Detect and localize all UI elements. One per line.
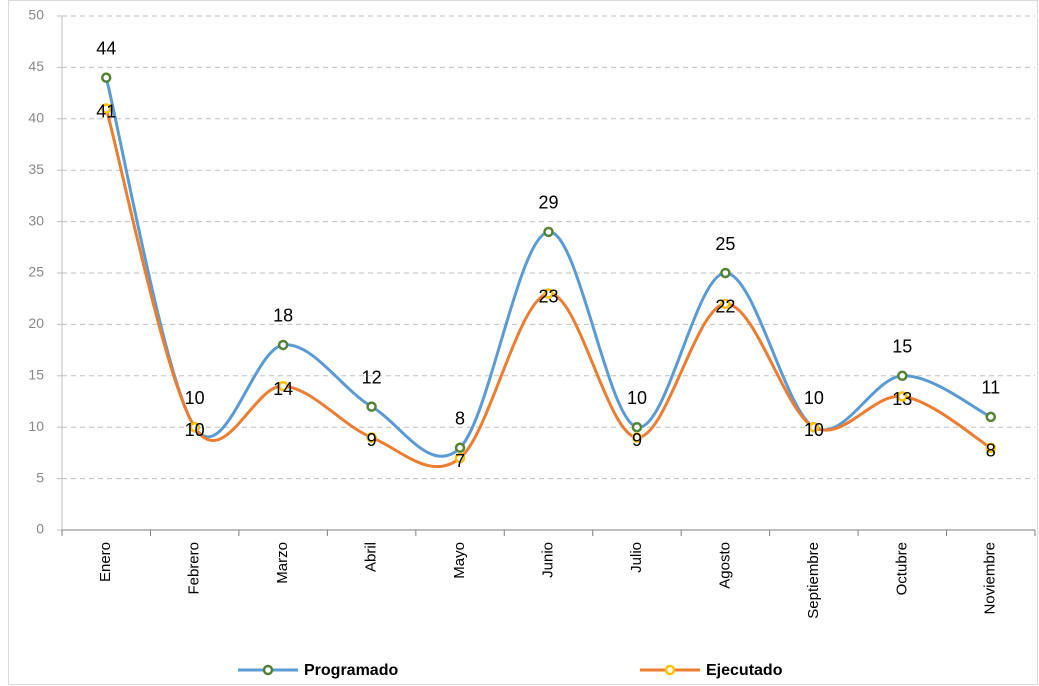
data-label: 9 bbox=[367, 430, 377, 450]
point-marker bbox=[897, 370, 908, 382]
point-marker bbox=[100, 72, 112, 83]
y-tick-label: 45 bbox=[28, 58, 44, 74]
x-tick-label: Mayo bbox=[451, 542, 468, 579]
x-tick-label: Abril bbox=[363, 542, 380, 572]
y-tick-label: 40 bbox=[28, 110, 44, 126]
x-tick-label: Agosto bbox=[716, 542, 733, 589]
point-marker bbox=[454, 442, 466, 454]
x-tick-label: Octubre bbox=[893, 542, 910, 595]
point-marker bbox=[985, 442, 997, 454]
data-label: 22 bbox=[715, 297, 735, 317]
y-tick-label: 10 bbox=[28, 418, 44, 434]
legend-marker bbox=[262, 664, 274, 676]
data-label: 10 bbox=[804, 388, 824, 408]
data-label: 41 bbox=[96, 101, 116, 121]
point-marker bbox=[366, 432, 377, 443]
x-tick-label: Noviembre bbox=[982, 542, 999, 615]
data-label: 11 bbox=[981, 378, 1000, 398]
x-tick-label: Junio bbox=[539, 542, 556, 578]
point-marker bbox=[100, 103, 112, 114]
point-marker bbox=[720, 267, 731, 279]
data-label: 10 bbox=[185, 388, 205, 408]
y-tick-label: 35 bbox=[28, 161, 44, 177]
data-label: 44 bbox=[96, 38, 116, 58]
data-label: 12 bbox=[362, 367, 382, 387]
data-label: 10 bbox=[185, 420, 205, 440]
data-label: 15 bbox=[892, 337, 912, 357]
data-label: 23 bbox=[538, 286, 558, 306]
series-line bbox=[104, 77, 992, 458]
point-marker bbox=[720, 298, 731, 310]
point-marker bbox=[543, 288, 554, 299]
x-tick-label: Julio bbox=[628, 542, 645, 573]
data-label: 10 bbox=[627, 388, 647, 408]
x-tick-label: Febrero bbox=[186, 542, 203, 595]
point-marker bbox=[277, 380, 289, 392]
y-tick-label: 20 bbox=[28, 315, 44, 331]
chart-frame bbox=[8, 0, 1038, 685]
data-label: 14 bbox=[273, 379, 293, 399]
point-marker bbox=[366, 401, 377, 412]
point-marker bbox=[631, 421, 643, 433]
y-tick-label: 5 bbox=[36, 469, 44, 485]
point-marker bbox=[631, 432, 643, 443]
legend-label: Ejecutado bbox=[706, 662, 783, 679]
point-marker bbox=[454, 452, 466, 464]
point-marker bbox=[808, 421, 820, 433]
y-tick-label: 50 bbox=[28, 7, 44, 23]
y-tick-label: 30 bbox=[28, 212, 44, 228]
data-label: 8 bbox=[455, 409, 465, 429]
y-tick-label: 15 bbox=[28, 367, 44, 383]
y-tick-label: 0 bbox=[36, 521, 44, 537]
data-label: 8 bbox=[986, 441, 996, 461]
data-label: 13 bbox=[892, 389, 912, 409]
data-label: 9 bbox=[632, 430, 642, 450]
data-label: 18 bbox=[273, 306, 293, 326]
x-tick-label: Enero bbox=[97, 542, 114, 582]
data-label: 29 bbox=[538, 193, 558, 213]
x-tick-label: Septiembre bbox=[805, 542, 822, 619]
point-marker bbox=[985, 411, 997, 423]
legend-label: Programado bbox=[304, 662, 398, 679]
y-tick-label: 25 bbox=[28, 264, 44, 280]
data-label: 7 bbox=[455, 451, 465, 471]
legend-marker bbox=[664, 664, 676, 676]
data-label: 25 bbox=[715, 234, 735, 254]
data-label: 10 bbox=[804, 420, 824, 440]
point-marker bbox=[897, 391, 908, 402]
point-marker bbox=[543, 226, 554, 238]
x-tick-label: Marzo bbox=[274, 542, 291, 584]
point-marker bbox=[189, 421, 200, 433]
point-marker bbox=[277, 339, 289, 351]
